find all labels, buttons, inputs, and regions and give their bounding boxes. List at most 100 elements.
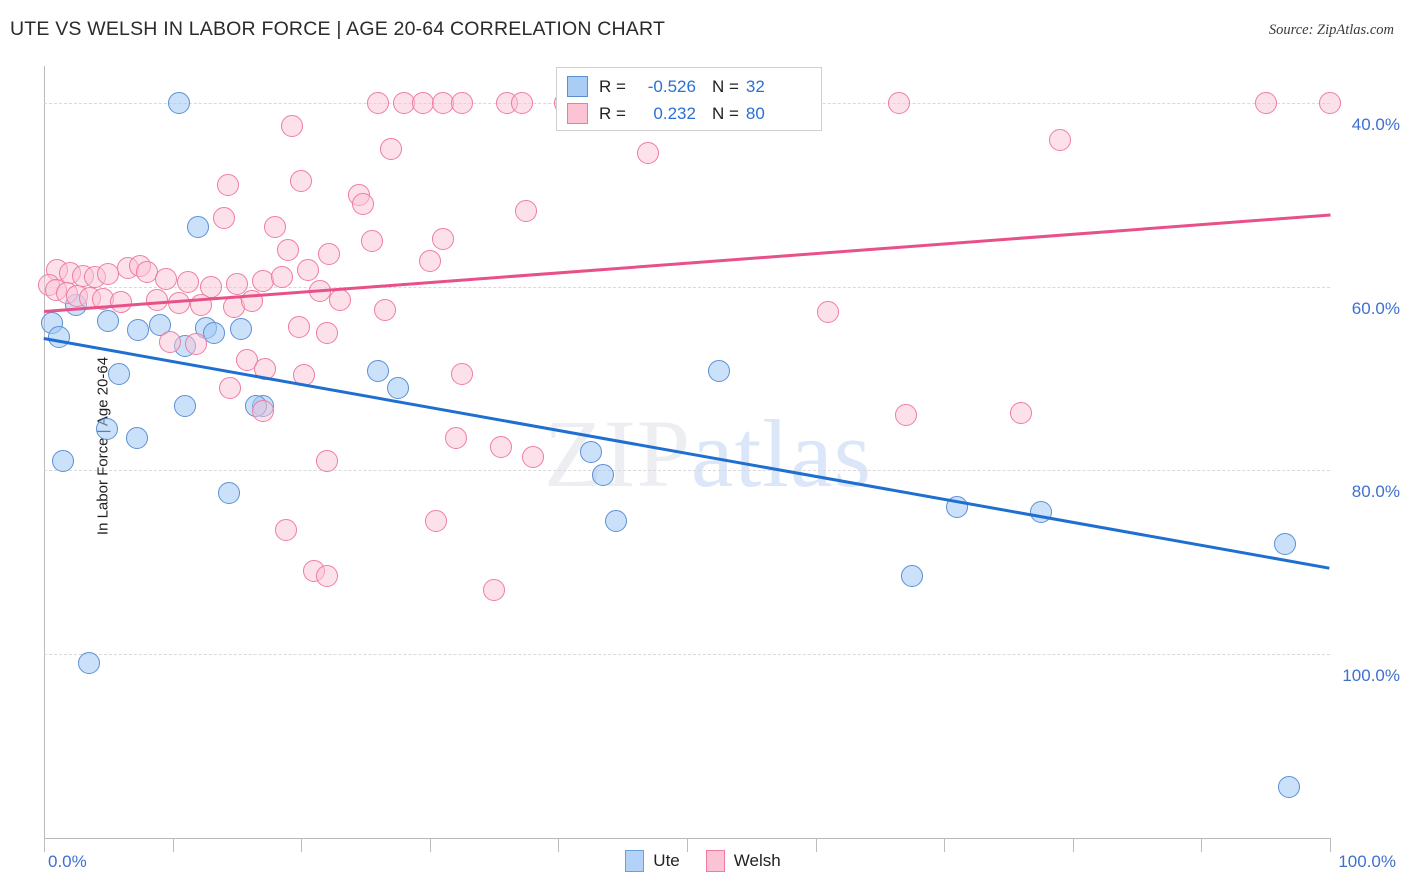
- data-point-welsh[interactable]: [315, 450, 338, 473]
- data-point-ute[interactable]: [125, 427, 148, 450]
- data-point-welsh[interactable]: [489, 436, 512, 459]
- data-point-ute[interactable]: [1277, 776, 1300, 799]
- data-point-welsh[interactable]: [290, 169, 313, 192]
- data-point-ute[interactable]: [202, 321, 225, 344]
- data-point-ute[interactable]: [901, 565, 924, 588]
- ute-r-value: -0.526: [647, 76, 696, 96]
- data-point-ute[interactable]: [48, 326, 71, 349]
- data-point-welsh[interactable]: [110, 291, 133, 314]
- data-point-welsh[interactable]: [315, 565, 338, 588]
- data-point-welsh[interactable]: [888, 91, 911, 114]
- data-point-ute[interactable]: [96, 418, 118, 441]
- data-point-welsh[interactable]: [241, 290, 264, 313]
- data-point-welsh[interactable]: [380, 137, 403, 160]
- x-tick-50: [687, 838, 688, 852]
- data-point-welsh[interactable]: [254, 358, 277, 381]
- data-point-welsh[interactable]: [189, 293, 212, 316]
- legend-label-ute: Ute: [653, 851, 680, 870]
- data-point-welsh[interactable]: [351, 192, 374, 215]
- data-point-ute[interactable]: [174, 395, 197, 418]
- ute-swatch-icon: [567, 76, 588, 97]
- data-point-ute[interactable]: [229, 317, 252, 340]
- data-point-welsh[interactable]: [1319, 91, 1341, 114]
- gridline-80: [44, 286, 1330, 288]
- data-point-welsh[interactable]: [483, 578, 506, 601]
- data-point-welsh[interactable]: [817, 301, 840, 324]
- data-point-welsh[interactable]: [296, 259, 319, 282]
- data-point-welsh[interactable]: [318, 243, 341, 266]
- data-point-welsh[interactable]: [637, 142, 660, 165]
- data-point-ute[interactable]: [52, 450, 75, 473]
- data-point-welsh[interactable]: [200, 275, 223, 298]
- data-point-welsh[interactable]: [281, 114, 304, 137]
- data-point-welsh[interactable]: [287, 316, 310, 338]
- gridline-60: [44, 470, 1330, 472]
- data-point-welsh[interactable]: [373, 298, 396, 321]
- data-point-ute[interactable]: [107, 362, 130, 385]
- data-point-welsh[interactable]: [264, 215, 287, 238]
- data-point-welsh[interactable]: [444, 427, 467, 450]
- data-point-welsh[interactable]: [315, 321, 338, 344]
- data-point-ute[interactable]: [386, 376, 409, 399]
- data-point-welsh[interactable]: [270, 266, 293, 289]
- data-point-welsh[interactable]: [1010, 402, 1033, 425]
- data-point-welsh[interactable]: [274, 519, 297, 542]
- legend-item-ute[interactable]: Ute: [625, 850, 680, 872]
- data-point-ute[interactable]: [708, 360, 731, 383]
- x-tick-70: [944, 838, 946, 852]
- data-point-ute[interactable]: [218, 482, 241, 505]
- ute-legend-swatch-icon: [625, 850, 645, 872]
- data-point-ute[interactable]: [187, 215, 210, 238]
- welsh-r-value: 0.232: [653, 103, 696, 123]
- data-point-welsh[interactable]: [184, 332, 207, 355]
- data-point-welsh[interactable]: [367, 91, 390, 114]
- data-point-ute[interactable]: [367, 360, 390, 383]
- data-point-welsh[interactable]: [1048, 128, 1071, 151]
- data-point-ute[interactable]: [97, 310, 120, 333]
- data-point-welsh[interactable]: [292, 363, 315, 386]
- welsh-legend-swatch-icon: [705, 850, 725, 872]
- data-point-ute[interactable]: [168, 91, 191, 114]
- data-point-welsh[interactable]: [216, 174, 239, 197]
- data-point-welsh[interactable]: [251, 270, 274, 293]
- data-point-welsh[interactable]: [450, 362, 473, 385]
- data-point-welsh[interactable]: [1254, 91, 1277, 114]
- data-point-welsh[interactable]: [515, 200, 538, 223]
- data-point-welsh[interactable]: [450, 91, 473, 114]
- data-point-welsh[interactable]: [177, 270, 200, 293]
- data-point-welsh[interactable]: [159, 330, 182, 353]
- x-tick-30: [429, 838, 431, 852]
- correlation-stats-box: R = -0.526 N = 32 R = 0.232 N = 80: [556, 67, 822, 131]
- data-point-ute[interactable]: [1029, 500, 1052, 523]
- x-tick-90: [1201, 838, 1203, 852]
- data-point-welsh[interactable]: [521, 445, 544, 468]
- data-point-ute[interactable]: [126, 318, 149, 341]
- data-point-ute[interactable]: [592, 463, 615, 486]
- data-point-welsh[interactable]: [418, 249, 441, 272]
- data-point-ute[interactable]: [946, 496, 969, 519]
- data-point-welsh[interactable]: [213, 206, 236, 229]
- data-point-ute[interactable]: [78, 652, 100, 675]
- x-tick-40: [558, 838, 560, 852]
- data-point-welsh[interactable]: [146, 289, 169, 312]
- data-point-welsh[interactable]: [97, 262, 120, 285]
- data-point-welsh[interactable]: [431, 227, 454, 250]
- legend-item-welsh[interactable]: Welsh: [705, 850, 781, 872]
- data-point-welsh[interactable]: [309, 280, 332, 303]
- data-point-welsh[interactable]: [277, 238, 300, 261]
- data-point-ute[interactable]: [605, 509, 628, 532]
- data-point-welsh[interactable]: [360, 229, 383, 252]
- data-point-welsh[interactable]: [219, 376, 242, 399]
- data-point-welsh[interactable]: [168, 292, 191, 315]
- data-point-welsh[interactable]: [425, 509, 448, 532]
- data-point-welsh[interactable]: [225, 272, 248, 295]
- data-point-welsh[interactable]: [894, 404, 917, 427]
- data-point-ute[interactable]: [579, 441, 602, 463]
- data-point-welsh[interactable]: [251, 399, 274, 422]
- data-point-ute[interactable]: [1273, 532, 1296, 555]
- data-point-welsh[interactable]: [155, 268, 178, 291]
- y-axis-line: [44, 66, 45, 838]
- welsh-n-value: 80: [745, 103, 765, 123]
- data-point-welsh[interactable]: [511, 91, 534, 114]
- data-point-welsh[interactable]: [328, 289, 351, 312]
